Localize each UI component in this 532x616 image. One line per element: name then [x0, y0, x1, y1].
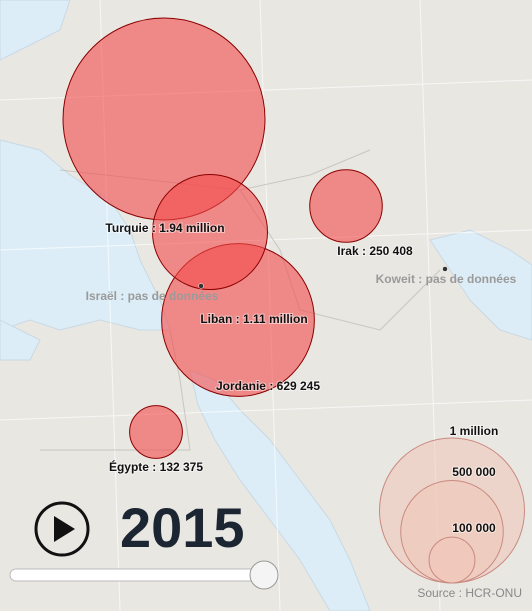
slider-track[interactable] — [9, 568, 265, 582]
source: Source : HCR-ONU — [417, 586, 522, 600]
no-data-label: Koweit : pas de données — [376, 272, 517, 286]
location-dot — [442, 266, 448, 272]
bubble-label: Jordanie : 629 245 — [216, 379, 320, 393]
legend-label: 500 000 — [452, 465, 496, 479]
legend: 1 million 500 000 100 000 — [379, 423, 525, 584]
legend-label: 1 million — [450, 424, 499, 438]
bubble — [309, 169, 383, 243]
year: 2015 — [120, 496, 245, 559]
bubble-label: Turquie : 1.94 million — [105, 221, 224, 235]
black-sea — [0, 0, 71, 61]
bubble-label: Liban : 1.11 million — [200, 312, 307, 326]
play-button[interactable] — [34, 501, 90, 557]
labels: Turquie : 1.94 million Liban : 1.11 milli… — [86, 220, 517, 475]
bubbles — [62, 17, 383, 459]
legend-label: 100 000 — [452, 521, 496, 535]
bubble — [129, 405, 183, 459]
no-data-label: Israël : pas de données — [86, 289, 219, 303]
bubble — [151, 173, 269, 291]
gulf — [429, 229, 532, 341]
play-icon[interactable] — [54, 516, 75, 542]
bubble-label: Irak : 250 408 — [337, 244, 413, 258]
location-dot — [198, 283, 204, 289]
bubble-label: Égypte : 132 375 — [109, 459, 203, 474]
graticule-line — [0, 399, 532, 421]
slider-knob[interactable] — [249, 560, 279, 590]
sea — [0, 319, 41, 361]
legend-circle — [428, 536, 476, 584]
